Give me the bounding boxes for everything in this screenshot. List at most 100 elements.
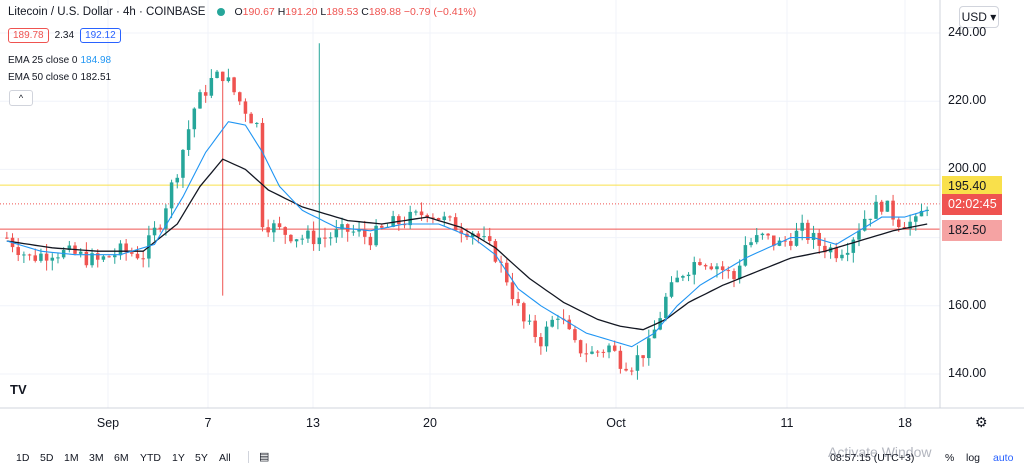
candle-body [226,77,231,82]
candle-body [567,319,572,330]
candle-body [311,230,316,245]
time-tick-label: 7 [204,416,212,430]
candle-body [283,227,287,235]
candle [641,355,645,367]
candle-body [44,253,49,261]
candle [402,216,407,229]
percent-toggle[interactable]: % [945,452,955,464]
candle [482,226,486,241]
candle [158,224,162,233]
timeframe-5y[interactable]: 5Y [195,452,208,464]
candle-body [67,245,72,251]
symbol-title[interactable]: Litecoin / U.S. Dollar · 4h · COINBASE [8,6,206,18]
candle-body [255,122,259,124]
candle [612,340,617,352]
candle [226,68,231,83]
timeframe-1m[interactable]: 1M [64,452,79,464]
candle [624,362,628,372]
candle [527,314,532,325]
high-value: 191.20 [285,6,318,18]
candle-body [33,255,38,261]
candle-body [260,122,265,228]
candle [181,149,185,188]
time-tick-label: 18 [898,416,912,430]
candle-body [328,237,333,239]
candle-body [237,92,242,102]
clock-readout[interactable]: 08:57:15 (UTC+3) [830,452,915,464]
currency-button[interactable]: USD ▾ [959,6,999,28]
ema50-legend[interactable]: EMA 50 close 0 182.51 [8,72,111,83]
candle [919,203,924,217]
log-toggle[interactable]: log [966,452,981,464]
candle [806,219,810,244]
spread-value: 2.34 [54,30,75,41]
candle-body [522,303,526,322]
candle [914,213,918,231]
candle-body [340,224,344,230]
candle-body [277,223,282,228]
timeframe-6m[interactable]: 6M [114,452,129,464]
candle-body [459,230,464,234]
candle-body [664,296,668,319]
candle-body [357,229,361,232]
candle-body [851,239,856,253]
candle-body [442,216,447,221]
candle-body [300,238,305,240]
candle-body [323,237,327,239]
timeframe-all[interactable]: All [219,452,231,464]
ema25-legend[interactable]: EMA 25 close 0 184.98 [8,55,111,66]
candle-body [294,239,299,242]
candle-body [397,216,401,225]
candle-body [544,326,549,347]
candle-body [27,254,32,256]
ask-price[interactable]: 192.12 [80,28,121,43]
candle-body [175,177,180,183]
candle-body [22,254,26,256]
candle [868,218,873,227]
candle-body [158,227,162,229]
candle [550,315,554,328]
timeframe-3m[interactable]: 3M [89,452,104,464]
candle-body [152,227,157,236]
candle-body [669,282,674,297]
candle-body [624,368,628,371]
candle [135,246,140,260]
candle [561,309,566,325]
candle-body [772,235,776,246]
candle [862,210,867,232]
candle [652,320,657,339]
gear-icon[interactable]: ⚙ [975,414,988,430]
candle-body [573,329,577,341]
candle [260,118,265,232]
timeframe-ytd[interactable]: YTD [140,452,161,464]
timeframe-5d[interactable]: 5D [40,452,54,464]
ema50-value: 182.51 [80,72,112,83]
timeframe-1d[interactable]: 1D [16,452,30,464]
candle-body [834,247,839,259]
date-range-icon[interactable]: ▤ [259,451,270,463]
candle [50,253,55,271]
candle-body [84,251,89,266]
candle-body [726,270,731,272]
candle-body [556,318,560,320]
candle [573,325,577,343]
candle [294,238,299,248]
timeframe-1y[interactable]: 1Y [172,452,185,464]
bid-ask-row: 189.78 2.34 192.12 [8,28,121,43]
candle [703,263,708,270]
candle [56,253,60,264]
candle [334,219,339,243]
bid-price[interactable]: 189.78 [8,28,49,43]
candle-body [351,231,356,233]
candle [544,321,549,352]
collapse-legend-button[interactable]: ^ [9,90,33,106]
candle [885,200,890,212]
candle-body [453,217,458,231]
candle [772,235,776,251]
candle-body [601,351,606,353]
candle-body [448,216,452,218]
candle [590,346,594,355]
price-tick-label: 240.00 [948,25,987,39]
auto-toggle[interactable]: auto [993,452,1014,464]
